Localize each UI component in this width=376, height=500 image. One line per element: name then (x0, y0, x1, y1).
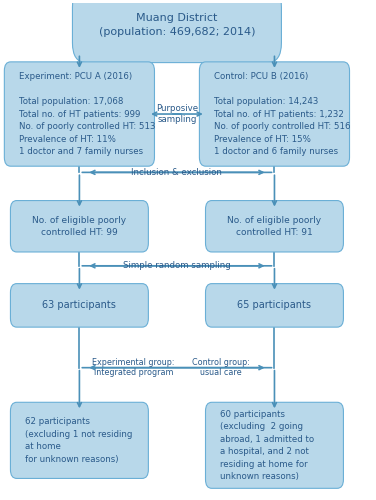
FancyBboxPatch shape (5, 62, 155, 166)
Text: No. of eligible poorly
controlled HT: 99: No. of eligible poorly controlled HT: 99 (32, 216, 126, 237)
FancyBboxPatch shape (206, 200, 343, 252)
Text: Simple random sampling: Simple random sampling (123, 262, 231, 270)
Text: Purposive
sampling: Purposive sampling (156, 104, 198, 124)
Text: Muang District
(population: 469,682; 2014): Muang District (population: 469,682; 201… (99, 13, 255, 37)
Text: 62 participants
(excluding 1 not residing
at home
for unknown reasons): 62 participants (excluding 1 not residin… (26, 417, 133, 464)
Text: No. of eligible poorly
controlled HT: 91: No. of eligible poorly controlled HT: 91 (227, 216, 321, 237)
FancyBboxPatch shape (206, 284, 343, 327)
Text: 60 participants
(excluding  2 going
abroad, 1 admitted to
a hospital, and 2 not
: 60 participants (excluding 2 going abroa… (220, 410, 315, 481)
Text: Inclusion & exclusion: Inclusion & exclusion (132, 168, 222, 177)
FancyBboxPatch shape (11, 284, 149, 327)
FancyBboxPatch shape (199, 62, 350, 166)
Text: Experiment: PCU A (2016)

Total population: 17,068
Total no. of HT patients: 999: Experiment: PCU A (2016) Total populatio… (19, 72, 156, 156)
Text: Control: PCU B (2016)

Total population: 14,243
Total no. of HT patients: 1,232
: Control: PCU B (2016) Total population: … (214, 72, 351, 156)
FancyBboxPatch shape (206, 402, 343, 488)
FancyBboxPatch shape (11, 402, 149, 478)
Text: Experimental group:
integrated program: Experimental group: integrated program (92, 358, 174, 378)
Text: 63 participants: 63 participants (42, 300, 116, 310)
FancyBboxPatch shape (73, 0, 281, 62)
Text: Control group:
usual care: Control group: usual care (191, 358, 249, 378)
Text: 65 participants: 65 participants (238, 300, 311, 310)
FancyBboxPatch shape (11, 200, 149, 252)
